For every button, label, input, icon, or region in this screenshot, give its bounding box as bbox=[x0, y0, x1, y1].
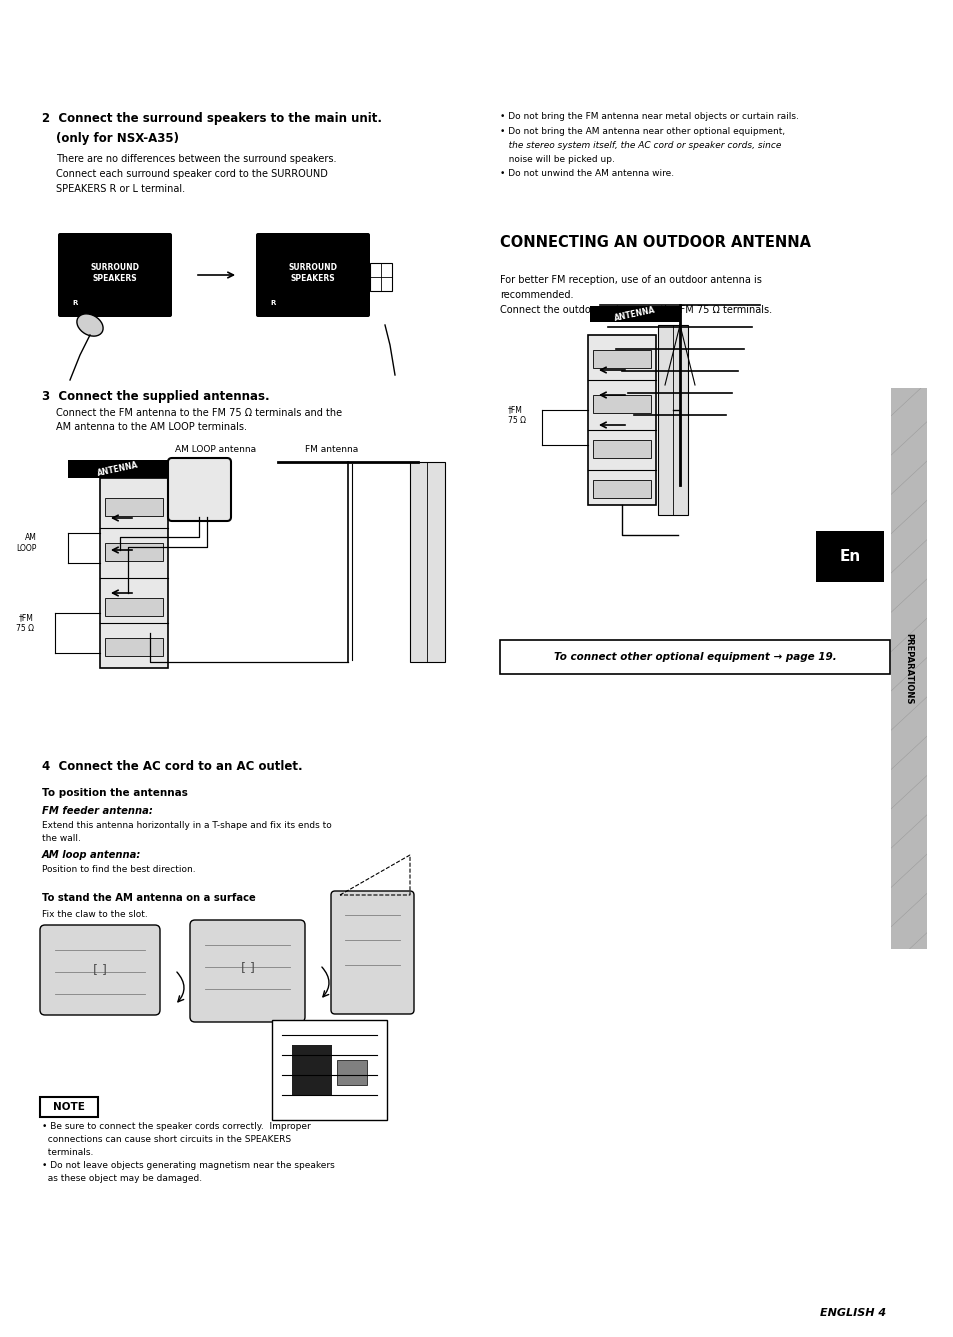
Bar bbox=[658, 325, 687, 515]
Text: • Do not bring the AM antenna near other optional equipment,: • Do not bring the AM antenna near other… bbox=[499, 127, 784, 136]
Text: Connect the FM antenna to the FM 75 Ω terminals and the: Connect the FM antenna to the FM 75 Ω te… bbox=[56, 408, 342, 418]
Text: • Do not bring the FM antenna near metal objects or curtain rails.: • Do not bring the FM antenna near metal… bbox=[499, 112, 798, 122]
Text: For better FM reception, use of an outdoor antenna is: For better FM reception, use of an outdo… bbox=[499, 275, 761, 285]
Text: Connect each surround speaker cord to the SURROUND: Connect each surround speaker cord to th… bbox=[56, 168, 328, 179]
Bar bbox=[336, 1060, 367, 1086]
Text: • Do not leave objects generating magnetism near the speakers: • Do not leave objects generating magnet… bbox=[42, 1161, 335, 1170]
Text: as these object may be damaged.: as these object may be damaged. bbox=[42, 1174, 202, 1183]
FancyBboxPatch shape bbox=[168, 459, 231, 521]
Text: Connect the outdoor antenna to the FM 75 Ω terminals.: Connect the outdoor antenna to the FM 75… bbox=[499, 305, 771, 316]
Bar bbox=[410, 463, 444, 662]
Text: noise will be picked up.: noise will be picked up. bbox=[499, 155, 615, 164]
Text: 2  Connect the surround speakers to the main unit.: 2 Connect the surround speakers to the m… bbox=[42, 112, 381, 124]
Text: 3  Connect the supplied antennas.: 3 Connect the supplied antennas. bbox=[42, 390, 270, 402]
Text: NOTE: NOTE bbox=[53, 1102, 85, 1112]
Bar bbox=[272, 1020, 387, 1120]
FancyBboxPatch shape bbox=[190, 920, 305, 1021]
Text: ENGLISH 4: ENGLISH 4 bbox=[820, 1308, 885, 1318]
FancyBboxPatch shape bbox=[255, 233, 370, 317]
Text: the wall.: the wall. bbox=[42, 834, 81, 844]
Text: 4  Connect the AC cord to an AC outlet.: 4 Connect the AC cord to an AC outlet. bbox=[42, 759, 302, 773]
Text: ANTENNA: ANTENNA bbox=[613, 305, 656, 322]
Bar bbox=[593, 350, 650, 368]
FancyBboxPatch shape bbox=[40, 925, 160, 1015]
Bar bbox=[105, 638, 163, 656]
Text: †FM
75 Ω: †FM 75 Ω bbox=[507, 405, 525, 425]
Bar bbox=[40, 1096, 98, 1116]
Bar bbox=[105, 497, 163, 516]
Bar bbox=[593, 394, 650, 413]
Text: R: R bbox=[71, 299, 77, 306]
Text: To stand the AM antenna on a surface: To stand the AM antenna on a surface bbox=[42, 893, 255, 902]
Text: SPEAKERS R or L terminal.: SPEAKERS R or L terminal. bbox=[56, 185, 185, 194]
Text: PREPARATIONS: PREPARATIONS bbox=[903, 632, 913, 705]
Text: (only for NSX-A35): (only for NSX-A35) bbox=[56, 132, 179, 144]
Text: R: R bbox=[270, 299, 275, 306]
FancyBboxPatch shape bbox=[331, 890, 414, 1013]
Bar bbox=[100, 479, 168, 668]
Text: FM feeder antenna:: FM feeder antenna: bbox=[42, 806, 152, 816]
Text: To position the antennas: To position the antennas bbox=[42, 787, 188, 798]
Text: AM antenna to the AM LOOP terminals.: AM antenna to the AM LOOP terminals. bbox=[56, 422, 247, 432]
Text: • Be sure to connect the speaker cords correctly.  Improper: • Be sure to connect the speaker cords c… bbox=[42, 1122, 311, 1131]
Text: the stereo system itself, the AC cord or speaker cords, since: the stereo system itself, the AC cord or… bbox=[499, 140, 781, 150]
Bar bbox=[593, 480, 650, 497]
Bar bbox=[499, 640, 889, 674]
Text: AM LOOP antenna: AM LOOP antenna bbox=[174, 445, 255, 455]
Bar bbox=[593, 440, 650, 459]
Text: Position to find the best direction.: Position to find the best direction. bbox=[42, 865, 195, 874]
Polygon shape bbox=[589, 306, 679, 322]
Bar bbox=[105, 543, 163, 562]
Bar bbox=[292, 1046, 332, 1095]
Bar bbox=[370, 263, 392, 291]
Ellipse shape bbox=[77, 314, 103, 336]
Text: [ ]: [ ] bbox=[241, 961, 254, 975]
Text: ANTENNA: ANTENNA bbox=[96, 460, 139, 477]
Text: AM
LOOP: AM LOOP bbox=[16, 533, 37, 552]
Text: connections can cause short circuits in the SPEAKERS: connections can cause short circuits in … bbox=[42, 1135, 291, 1144]
Text: SURROUND
SPEAKERS: SURROUND SPEAKERS bbox=[91, 263, 139, 283]
Text: FM antenna: FM antenna bbox=[305, 445, 358, 455]
Bar bbox=[587, 336, 656, 505]
Text: †FM
75 Ω: †FM 75 Ω bbox=[16, 614, 34, 632]
Text: SURROUND
SPEAKERS: SURROUND SPEAKERS bbox=[288, 263, 337, 283]
Text: [ ]: [ ] bbox=[93, 964, 107, 976]
Text: • Do not unwind the AM antenna wire.: • Do not unwind the AM antenna wire. bbox=[499, 168, 674, 178]
Text: terminals.: terminals. bbox=[42, 1148, 93, 1157]
Polygon shape bbox=[68, 460, 168, 479]
Bar bbox=[105, 598, 163, 616]
Text: To connect other optional equipment → page 19.: To connect other optional equipment → pa… bbox=[553, 652, 836, 662]
Text: recommended.: recommended. bbox=[499, 290, 573, 299]
Text: En: En bbox=[839, 548, 860, 564]
Text: Fix the claw to the slot.: Fix the claw to the slot. bbox=[42, 910, 148, 919]
FancyBboxPatch shape bbox=[58, 233, 172, 317]
Text: There are no differences between the surround speakers.: There are no differences between the sur… bbox=[56, 154, 336, 164]
Text: AM loop antenna:: AM loop antenna: bbox=[42, 850, 141, 860]
Text: Extend this antenna horizontally in a T-shape and fix its ends to: Extend this antenna horizontally in a T-… bbox=[42, 821, 332, 830]
Text: CONNECTING AN OUTDOOR ANTENNA: CONNECTING AN OUTDOOR ANTENNA bbox=[499, 235, 810, 250]
